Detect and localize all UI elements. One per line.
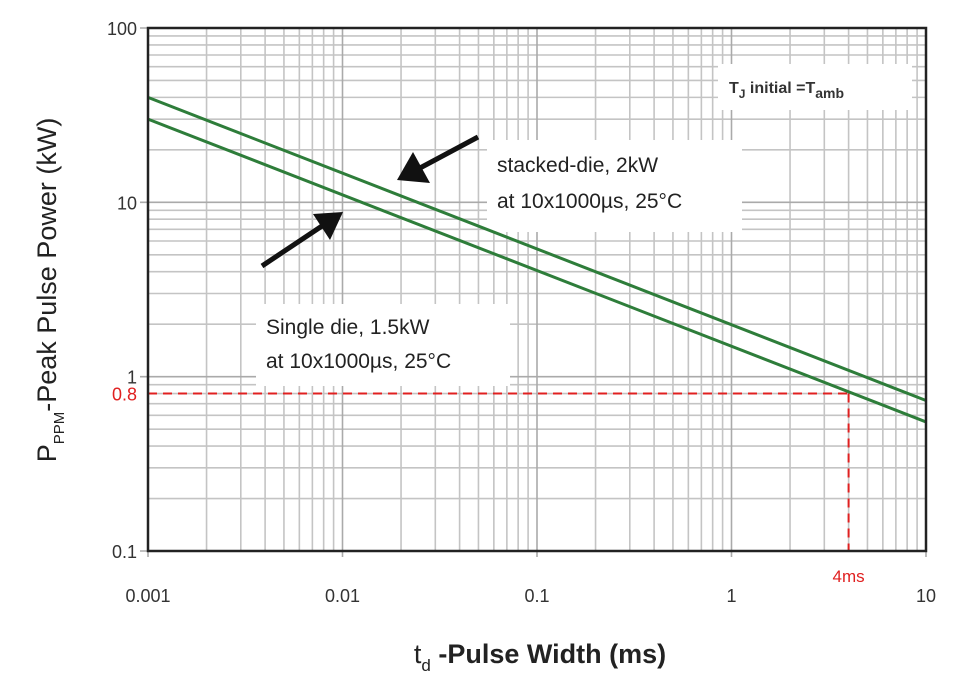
single-label-line1: Single die, 1.5kW <box>266 316 430 339</box>
series-line-0 <box>147 95 927 402</box>
y-tick-label: 0.1 <box>112 542 137 562</box>
x-tick-label: 0.001 <box>125 586 170 606</box>
y-tick-label: 100 <box>107 19 137 39</box>
reference-lines <box>148 392 850 551</box>
plot-frame <box>146 26 928 553</box>
y-tick-label: 10 <box>117 193 137 213</box>
x-tick-label: 10 <box>916 586 936 606</box>
x-tick-label: 0.1 <box>524 586 549 606</box>
stacked-label-line1: stacked-die, 2kW <box>497 154 658 177</box>
single-label-line2: at 10x1000µs, 25°C <box>266 350 451 373</box>
x-tick-label: 0.01 <box>325 586 360 606</box>
stacked-label-line2: at 10x1000µs, 25°C <box>497 190 682 213</box>
y-tick-label: 1 <box>127 368 137 388</box>
x-axis-label: td -Pulse Width (ms) <box>414 639 666 675</box>
x-tick-label: 1 <box>726 586 736 606</box>
reference-x-label: 4ms <box>833 567 865 586</box>
single-label-box <box>256 304 510 386</box>
condition-label: TJ initial =Tamb <box>729 80 844 101</box>
arrow-to-single-line <box>260 212 343 269</box>
y-axis-label: PPPM-Peak Pulse Power (kW) <box>32 118 68 463</box>
arrow-to-stacked-line <box>397 134 480 183</box>
series-line-1 <box>147 117 927 424</box>
series-group <box>147 95 927 424</box>
tick-labels: 0.001 0.01 0.1 1 10 100 10 1 0.1 0.8 4ms <box>107 19 936 606</box>
condition-label-box <box>718 64 912 110</box>
stacked-label-box <box>487 140 742 232</box>
reference-y-label: 0.8 <box>112 385 137 405</box>
